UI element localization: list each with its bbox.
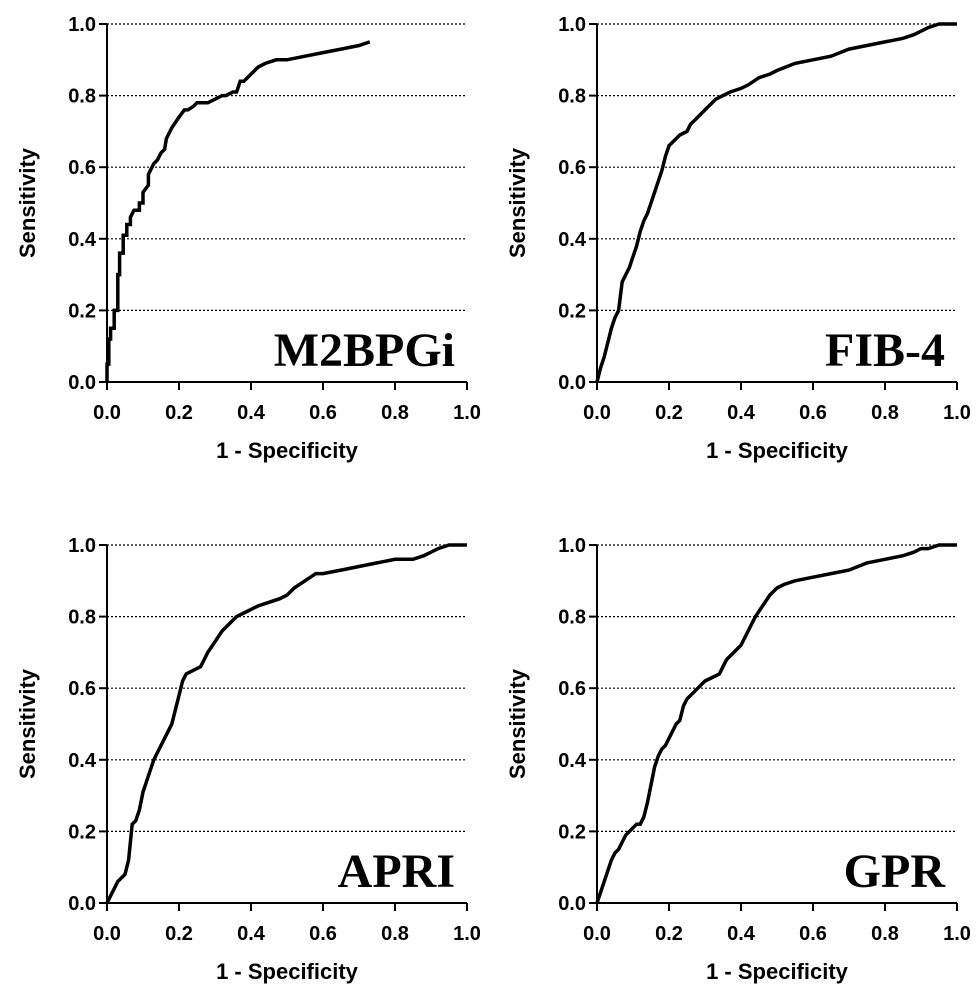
- panel-label-apri: APRI: [338, 845, 455, 898]
- x-tick-label: 0.2: [165, 923, 193, 945]
- roc-curve-gpr: [595, 543, 957, 904]
- x-tick-label: 0.8: [871, 402, 899, 424]
- y-tick-label: 0.4: [558, 750, 587, 772]
- y-axis-title: Sensitivity: [15, 668, 40, 779]
- y-tick-label: 1.0: [68, 535, 96, 557]
- y-tick-label: 0.8: [68, 86, 96, 108]
- x-tick-label: 0.2: [655, 402, 683, 424]
- x-tick-label: 0.4: [727, 402, 756, 424]
- y-tick-label: 0.2: [558, 300, 586, 322]
- y-tick-label: 0.8: [558, 86, 586, 108]
- y-tick-label: 0.6: [68, 678, 96, 700]
- panel-fib4: 0.0 0.2 0.4 0.6 0.8 1.0 0.0 0.2 0.4 0.6 0.8 1.0 1 - …: [505, 14, 971, 463]
- y-tick-label: 0.0: [558, 372, 586, 394]
- panel-label-m2bpgi: M2BPGi: [274, 324, 455, 377]
- roc-curve-m2bpgi: [105, 40, 371, 382]
- x-tick-label: 0.6: [309, 923, 337, 945]
- y-axis-title: Sensitivity: [505, 147, 530, 258]
- y-tick-label: 1.0: [558, 14, 586, 36]
- x-tick-label: 0.8: [381, 923, 409, 945]
- y-tick-label: 0.2: [68, 300, 96, 322]
- y-tick-label: 0.6: [558, 157, 586, 179]
- x-axis-title: 1 - Specificity: [706, 438, 849, 463]
- panel-label-fib4: FIB-4: [825, 324, 945, 377]
- x-tick-label: 0.0: [93, 402, 121, 424]
- y-tick-label: 0.0: [68, 893, 96, 915]
- y-tick-label: 0.0: [558, 893, 586, 915]
- x-axis-title: 1 - Specificity: [216, 438, 359, 463]
- y-tick-label: 0.4: [68, 229, 97, 251]
- y-tick-label: 0.4: [68, 750, 97, 772]
- x-tick-label: 0.0: [583, 402, 611, 424]
- x-tick-label: 0.2: [655, 923, 683, 945]
- y-tick-label: 0.6: [68, 157, 96, 179]
- x-axis-title: 1 - Specificity: [706, 959, 849, 984]
- x-tick-label: 0.0: [93, 923, 121, 945]
- x-tick-label: 0.8: [381, 402, 409, 424]
- panel-label-gpr: GPR: [844, 845, 947, 898]
- x-tick-label: 0.8: [871, 923, 899, 945]
- x-tick-label: 1.0: [943, 402, 971, 424]
- panel-m2bpgi: 0.0 0.2 0.4 0.6 0.8 1.0 0.0 0.2 0.4 0.6 0.8 1.0 1 - …: [15, 14, 481, 463]
- panel-apri: 0.0 0.2 0.4 0.6 0.8 1.0 0.0 0.2 0.4 0.6 0.8 1.0 1 - …: [15, 535, 481, 984]
- x-tick-label: 0.6: [799, 923, 827, 945]
- y-axis-title: Sensitivity: [15, 147, 40, 258]
- x-tick-label: 0.4: [727, 923, 756, 945]
- x-tick-label: 0.4: [237, 923, 266, 945]
- y-tick-label: 0.0: [68, 372, 96, 394]
- x-tick-label: 0.2: [165, 402, 193, 424]
- roc-curve-apri: [105, 543, 467, 904]
- roc-curve-fib4: [595, 22, 957, 383]
- x-tick-label: 1.0: [453, 923, 481, 945]
- x-tick-label: 0.6: [799, 402, 827, 424]
- x-axis-title: 1 - Specificity: [216, 959, 359, 984]
- x-tick-label: 0.0: [583, 923, 611, 945]
- x-tick-label: 0.6: [309, 402, 337, 424]
- x-tick-label: 1.0: [453, 402, 481, 424]
- y-tick-label: 1.0: [558, 535, 586, 557]
- y-tick-label: 0.4: [558, 229, 587, 251]
- y-tick-label: 0.2: [558, 821, 586, 843]
- y-tick-label: 0.8: [68, 607, 96, 629]
- x-tick-label: 0.4: [237, 402, 266, 424]
- y-tick-label: 0.6: [558, 678, 586, 700]
- x-tick-label: 1.0: [943, 923, 971, 945]
- panel-gpr: 0.0 0.2 0.4 0.6 0.8 1.0 0.0 0.2 0.4 0.6 0.8 1.0 1 - …: [505, 535, 971, 984]
- y-tick-label: 0.8: [558, 607, 586, 629]
- y-tick-label: 0.2: [68, 821, 96, 843]
- y-axis-title: Sensitivity: [505, 668, 530, 779]
- y-tick-label: 1.0: [68, 14, 96, 36]
